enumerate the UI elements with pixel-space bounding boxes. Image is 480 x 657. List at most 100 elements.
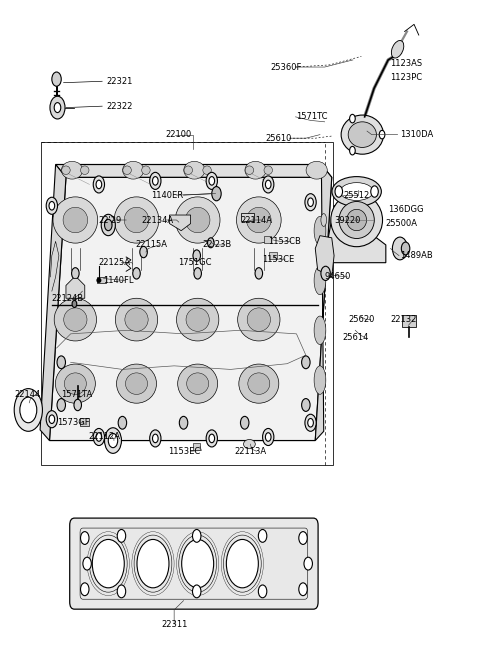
- Text: 1751GC: 1751GC: [178, 258, 211, 267]
- Ellipse shape: [319, 248, 326, 263]
- Circle shape: [96, 180, 102, 189]
- Circle shape: [321, 266, 330, 281]
- Text: ●: ●: [96, 277, 101, 283]
- Circle shape: [46, 197, 58, 214]
- Ellipse shape: [348, 122, 376, 147]
- Ellipse shape: [185, 208, 210, 233]
- Circle shape: [92, 539, 124, 588]
- Polygon shape: [327, 206, 386, 263]
- Circle shape: [57, 356, 65, 369]
- Circle shape: [133, 267, 140, 279]
- Text: 22321: 22321: [106, 77, 132, 86]
- Text: 25614: 25614: [343, 333, 369, 342]
- Ellipse shape: [321, 214, 326, 227]
- Text: 1571TA: 1571TA: [61, 390, 93, 399]
- Circle shape: [96, 433, 102, 442]
- Circle shape: [108, 434, 118, 447]
- Text: 1489AB: 1489AB: [400, 251, 432, 260]
- Bar: [97, 277, 107, 283]
- Text: 136DGG: 136DGG: [388, 205, 424, 214]
- Ellipse shape: [125, 308, 148, 331]
- Text: 1310DA: 1310DA: [400, 130, 433, 139]
- Circle shape: [194, 267, 202, 279]
- Ellipse shape: [239, 364, 279, 403]
- Circle shape: [93, 176, 105, 193]
- Ellipse shape: [347, 210, 367, 231]
- Text: 22311: 22311: [161, 620, 187, 629]
- Text: 25512: 25512: [344, 191, 370, 200]
- Circle shape: [49, 415, 55, 424]
- Text: 1140ER: 1140ER: [151, 191, 183, 200]
- Text: 25360F: 25360F: [271, 62, 302, 72]
- Circle shape: [81, 583, 89, 596]
- Bar: [269, 252, 276, 259]
- Circle shape: [117, 585, 126, 598]
- Ellipse shape: [187, 373, 209, 394]
- Circle shape: [181, 539, 214, 588]
- Circle shape: [349, 114, 355, 123]
- Ellipse shape: [64, 373, 86, 394]
- Text: 25500A: 25500A: [386, 219, 418, 228]
- Polygon shape: [169, 215, 191, 231]
- Circle shape: [206, 172, 217, 189]
- Ellipse shape: [314, 266, 326, 295]
- Ellipse shape: [247, 208, 271, 233]
- FancyBboxPatch shape: [70, 518, 318, 609]
- Ellipse shape: [341, 115, 384, 154]
- Text: 22125A: 22125A: [98, 258, 130, 267]
- Circle shape: [379, 130, 385, 139]
- Circle shape: [401, 242, 410, 255]
- Circle shape: [49, 202, 55, 210]
- Circle shape: [105, 219, 112, 231]
- Ellipse shape: [184, 166, 192, 175]
- Text: 22124B: 22124B: [51, 294, 83, 303]
- Ellipse shape: [177, 298, 219, 341]
- Ellipse shape: [63, 208, 88, 233]
- Circle shape: [299, 532, 307, 545]
- Circle shape: [206, 430, 217, 447]
- Circle shape: [301, 356, 310, 369]
- Circle shape: [150, 430, 161, 447]
- Bar: [41, 142, 333, 465]
- Ellipse shape: [184, 162, 205, 179]
- Text: 22114A: 22114A: [240, 215, 272, 225]
- Ellipse shape: [62, 166, 70, 175]
- Ellipse shape: [124, 208, 149, 233]
- Circle shape: [335, 186, 343, 197]
- Polygon shape: [66, 279, 85, 298]
- Polygon shape: [315, 164, 332, 441]
- Text: 22132: 22132: [391, 315, 417, 324]
- Circle shape: [299, 583, 307, 596]
- Circle shape: [255, 267, 263, 279]
- Ellipse shape: [340, 183, 373, 200]
- Circle shape: [301, 399, 310, 411]
- Circle shape: [209, 434, 215, 443]
- Circle shape: [93, 428, 105, 445]
- Circle shape: [193, 250, 201, 261]
- Text: 22112A: 22112A: [88, 432, 120, 442]
- Circle shape: [150, 172, 161, 189]
- Ellipse shape: [314, 366, 326, 394]
- Ellipse shape: [331, 193, 383, 246]
- Circle shape: [349, 147, 355, 155]
- Ellipse shape: [245, 166, 253, 175]
- Text: 22113A: 22113A: [234, 447, 266, 456]
- Circle shape: [50, 96, 65, 119]
- Text: 1123AS: 1123AS: [391, 59, 423, 68]
- Ellipse shape: [264, 166, 273, 175]
- Circle shape: [14, 389, 42, 431]
- Text: 1140FL: 1140FL: [103, 276, 133, 285]
- Circle shape: [54, 102, 61, 112]
- Text: 1153CE: 1153CE: [263, 255, 295, 263]
- Ellipse shape: [81, 166, 89, 175]
- Ellipse shape: [332, 177, 381, 206]
- Text: 22'29: 22'29: [99, 215, 122, 225]
- Ellipse shape: [125, 373, 147, 394]
- Circle shape: [305, 194, 316, 211]
- Circle shape: [265, 180, 271, 189]
- Polygon shape: [49, 177, 332, 441]
- Ellipse shape: [247, 308, 270, 331]
- Ellipse shape: [339, 202, 374, 238]
- Circle shape: [371, 186, 378, 197]
- Text: 25610: 25610: [266, 133, 292, 143]
